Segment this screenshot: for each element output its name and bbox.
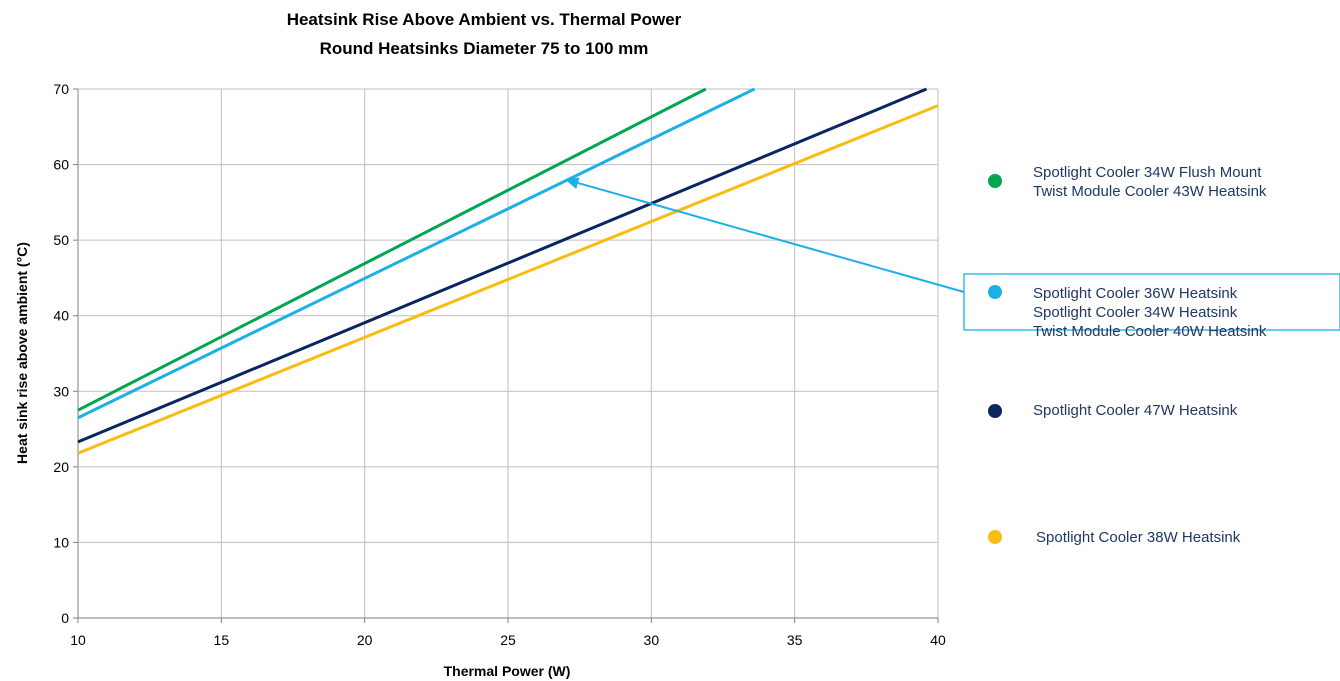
y-tick-label: 70 (53, 81, 69, 97)
x-tick-label: 15 (214, 632, 230, 648)
y-tick-label: 0 (61, 610, 69, 626)
y-tick-label: 60 (53, 157, 69, 173)
chart-title: Heatsink Rise Above Ambient vs. Thermal … (287, 10, 682, 29)
legend-label: Spotlight Cooler 36W Heatsink (1033, 285, 1238, 302)
legend-label: Spotlight Cooler 34W Flush Mount (1033, 164, 1262, 181)
legend-label: Twist Module Cooler 43W Heatsink (1033, 183, 1267, 200)
x-tick-label: 30 (644, 632, 660, 648)
x-axis-label: Thermal Power (W) (444, 663, 571, 679)
x-tick-label: 35 (787, 632, 803, 648)
legend-marker-3 (988, 404, 1002, 418)
y-tick-label: 50 (53, 232, 69, 248)
legend-label: Twist Module Cooler 40W Heatsink (1033, 323, 1267, 340)
grid (73, 88, 939, 623)
series-lines (77, 87, 939, 455)
legend-label: Spotlight Cooler 38W Heatsink (1036, 529, 1241, 546)
legend-marker-2 (988, 285, 1002, 299)
legend: Spotlight Cooler 34W Flush Mount Twist Mo… (963, 164, 1340, 546)
x-tick-label: 40 (930, 632, 946, 648)
legend-highlight-box (963, 273, 1340, 331)
series-line-4 (77, 104, 939, 455)
legend-marker-1 (988, 174, 1002, 188)
x-tick-label: 10 (70, 632, 86, 648)
series-line-1 (77, 87, 707, 412)
series-line-3 (77, 87, 928, 444)
y-tick-label: 30 (53, 383, 69, 399)
annotation-arrow-line (573, 180, 965, 293)
y-tick-label: 10 (53, 534, 69, 550)
chart-subtitle: Round Heatsinks Diameter 75 to 100 mm (320, 39, 649, 58)
legend-label: Spotlight Cooler 47W Heatsink (1033, 402, 1238, 419)
x-tick-label: 25 (500, 632, 516, 648)
annotations (565, 177, 965, 293)
y-axis-label: Heat sink rise above ambient (°C) (14, 242, 30, 464)
legend-marker-4 (988, 530, 1002, 544)
y-tick-label: 40 (53, 308, 69, 324)
y-tick-label: 20 (53, 459, 69, 475)
series-line-2 (77, 87, 756, 420)
annotation-arrow-head (565, 177, 580, 189)
legend-label: Spotlight Cooler 34W Heatsink (1033, 304, 1238, 321)
x-tick-label: 20 (357, 632, 373, 648)
